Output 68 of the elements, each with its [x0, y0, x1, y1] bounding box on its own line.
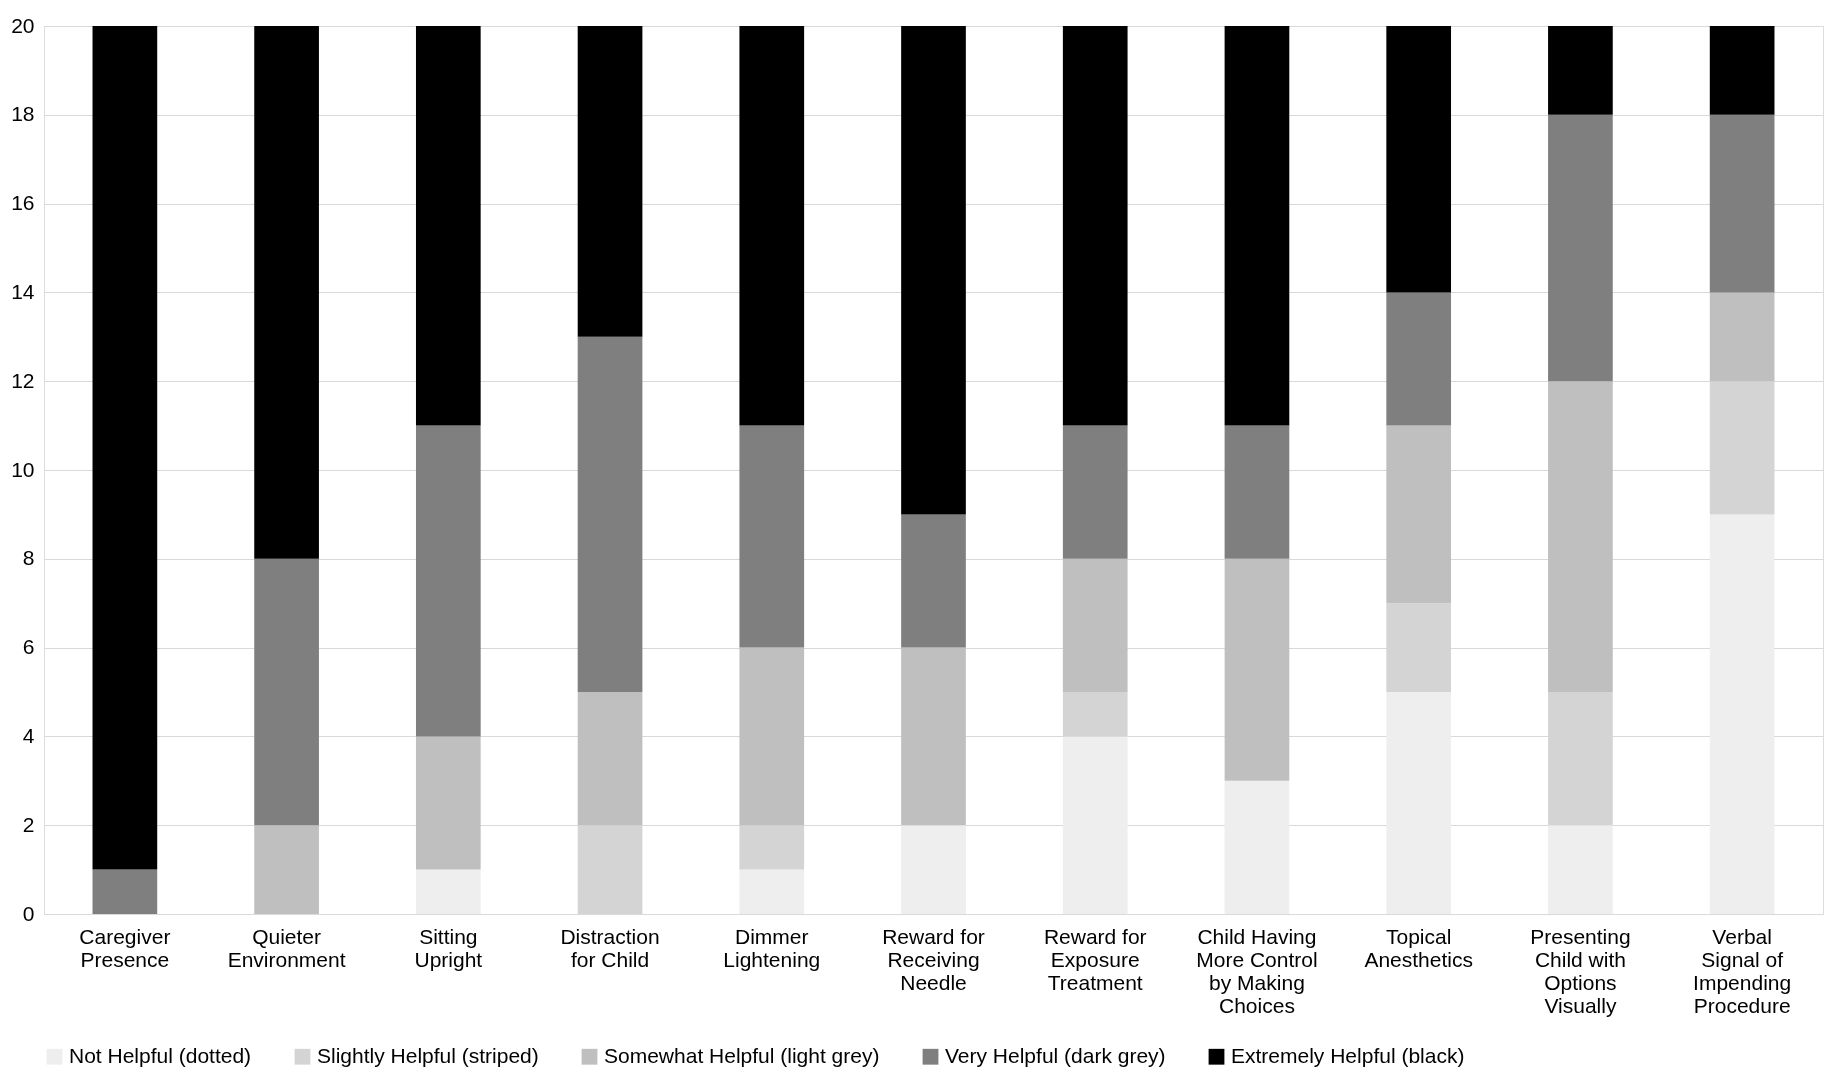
x-tick-label: Verbal Signal of Impending Procedure	[1693, 924, 1792, 1017]
bar	[1062, 26, 1128, 426]
legend-label: Very Helpful (dark grey)	[945, 1043, 1166, 1067]
x-tick-label: Dimmer Lightening	[723, 924, 821, 971]
bar	[577, 26, 643, 337]
x-tick-label: Child Having More Control by Making Choices	[1196, 924, 1318, 1017]
bar	[901, 514, 966, 648]
x-tick-label: Caregiver Presence	[79, 924, 171, 971]
bar	[1548, 26, 1613, 115]
bar	[1709, 114, 1775, 293]
legend-label: Somewhat Helpful (light grey)	[604, 1043, 880, 1067]
bar	[1548, 825, 1613, 914]
bar	[901, 26, 966, 515]
bar	[1386, 292, 1452, 426]
bar	[1062, 425, 1128, 559]
bar	[739, 869, 805, 914]
bar	[577, 336, 643, 692]
bar	[577, 692, 643, 826]
y-tick-label: 10	[11, 457, 35, 481]
bar	[415, 736, 481, 870]
x-tick-label: Reward for Receiving Needle	[882, 924, 985, 994]
bar	[1386, 26, 1452, 293]
bar	[1224, 780, 1290, 914]
bar	[1062, 736, 1128, 914]
bar	[254, 558, 319, 826]
bar	[1548, 381, 1613, 692]
bar	[739, 425, 805, 648]
y-tick-label: 6	[22, 635, 35, 659]
bar	[1224, 558, 1290, 781]
bar	[901, 647, 966, 826]
x-tick-label: Quieter Environment	[227, 924, 346, 971]
x-tick-label: Presenting Child with Options Visually	[1530, 924, 1631, 1017]
bar	[1224, 26, 1290, 426]
bar	[92, 26, 158, 870]
legend-label: Slightly Helpful (striped)	[317, 1043, 539, 1067]
bar	[739, 26, 805, 426]
bar	[901, 825, 966, 914]
bar	[92, 869, 158, 914]
y-tick-label: 4	[22, 723, 35, 747]
bar	[415, 869, 481, 914]
bar	[1062, 558, 1128, 692]
legend-label: Not Helpful (dotted)	[69, 1043, 252, 1067]
y-tick-label: 16	[11, 191, 35, 215]
bar	[1709, 514, 1775, 914]
y-tick-label: 2	[22, 812, 35, 836]
y-tick-label: 12	[11, 368, 35, 392]
y-tick-label: 14	[11, 279, 35, 303]
bar	[739, 647, 805, 826]
bar	[1386, 425, 1452, 604]
bar	[254, 825, 319, 914]
x-tick-label: Sitting Upright	[414, 924, 483, 971]
y-tick-label: 20	[11, 13, 35, 37]
legend-label: Extremely Helpful (black)	[1231, 1043, 1465, 1067]
y-tick-label: 8	[22, 546, 35, 570]
y-tick-label: 18	[11, 102, 35, 126]
x-tick-label: Reward for Exposure Treatment	[1043, 924, 1147, 994]
x-tick-label: Topical Anesthetics	[1364, 924, 1473, 971]
bar	[415, 425, 481, 737]
bar	[1062, 692, 1128, 737]
bar	[1224, 425, 1290, 559]
y-tick-label: 0	[22, 901, 35, 925]
bar	[1709, 292, 1775, 382]
bar	[1386, 692, 1452, 914]
bar	[254, 26, 319, 559]
x-tick-label: Distraction for Child	[560, 924, 660, 971]
bar	[415, 26, 481, 426]
bar	[1548, 114, 1613, 382]
bar	[1709, 26, 1775, 115]
